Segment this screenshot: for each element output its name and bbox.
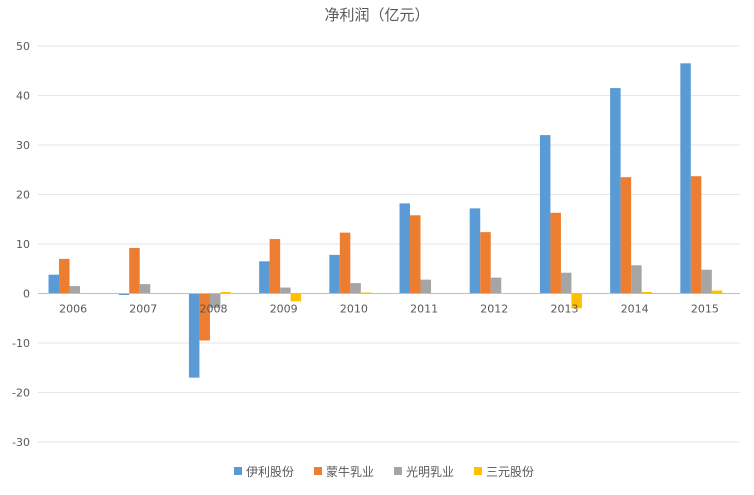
x-tick-label: 2008: [200, 303, 228, 316]
bar-3-2015: [701, 269, 712, 294]
bar-3-2009: [280, 287, 291, 294]
bar-2-2014: [620, 177, 632, 294]
y-tick-label: 30: [16, 139, 30, 152]
x-tick-label: 2009: [270, 303, 298, 316]
bar-3-2013: [560, 272, 572, 294]
bar-1-2015: [680, 63, 691, 294]
x-tick-label: 2006: [59, 303, 87, 316]
bars: [48, 63, 723, 378]
bar-4-2008: [220, 292, 231, 294]
bar-2-2009: [269, 239, 281, 294]
bar-3-2014: [631, 265, 642, 294]
bar-2-2012: [480, 232, 491, 294]
x-tick-label: 2011: [410, 303, 438, 316]
y-tick-label: 10: [16, 238, 30, 251]
bar-2-2015: [690, 176, 702, 294]
bar-1-2011: [399, 203, 411, 294]
bar-2-2007: [129, 247, 140, 294]
bar-2-2008: [199, 293, 210, 341]
x-tick-label: 2013: [551, 303, 579, 316]
bar-2-2011: [410, 215, 421, 294]
legend-label: 伊利股份: [246, 465, 294, 479]
legend-item-1: 伊利股份: [234, 465, 294, 479]
legend-label: 三元股份: [486, 465, 534, 479]
y-tick-label: -10: [12, 337, 30, 350]
y-tick-label: 50: [16, 40, 30, 53]
bar-3-2008: [209, 293, 221, 308]
bar-1-2010: [329, 254, 340, 294]
legend-swatch: [314, 467, 322, 475]
bar-4-2013: [571, 293, 582, 309]
legend-swatch: [474, 467, 482, 475]
gridlines: [38, 45, 740, 443]
bar-2-2006: [59, 258, 70, 294]
x-tick-label: 2012: [480, 303, 508, 316]
legend-item-2: 蒙牛乳业: [314, 464, 374, 479]
bar-3-2012: [490, 277, 502, 294]
bar-2-2010: [339, 232, 351, 294]
legend-label: 光明乳业: [406, 465, 454, 479]
chart-title: 净利润（亿元）: [324, 6, 429, 24]
y-tick-label: 40: [16, 90, 30, 103]
bar-1-2012: [469, 208, 481, 294]
bar-3-2010: [350, 283, 361, 294]
bar-3-2007: [139, 284, 151, 294]
bar-1-2013: [539, 135, 551, 294]
x-tick-label: 2007: [129, 303, 157, 316]
x-tick-label: 2014: [621, 303, 649, 316]
bar-1-2006: [48, 274, 60, 294]
bar-1-2008: [188, 293, 200, 378]
bar-3-2011: [420, 279, 432, 294]
legend-label: 蒙牛乳业: [326, 464, 374, 479]
y-tick-label: 0: [23, 288, 30, 301]
bar-1-2009: [259, 261, 270, 294]
x-axis-ticks: 2006 2007 2008 2009 2010 2011 2012 2013 2014 2015: [59, 303, 719, 316]
legend-swatch: [234, 467, 242, 475]
y-axis-ticks: -30 -20 -10 0 10 20 30 40 50: [12, 40, 30, 449]
y-tick-label: -30: [12, 436, 30, 449]
bar-1-2014: [610, 88, 621, 294]
bar-4-2009: [290, 293, 302, 302]
x-tick-label: 2015: [691, 303, 719, 316]
y-tick-label: -20: [12, 387, 30, 400]
bar-3-2006: [69, 286, 81, 294]
legend-item-3: 光明乳业: [394, 465, 454, 479]
bar-1-2007: [118, 293, 130, 295]
bar-4-2015: [711, 290, 723, 294]
legend: 伊利股份 蒙牛乳业 光明乳业 三元股份: [234, 464, 534, 479]
y-tick-label: 20: [16, 189, 30, 202]
bar-4-2014: [641, 292, 653, 294]
legend-swatch: [394, 467, 402, 475]
bar-2-2013: [550, 212, 561, 294]
legend-item-4: 三元股份: [474, 465, 534, 479]
x-tick-label: 2010: [340, 303, 368, 316]
